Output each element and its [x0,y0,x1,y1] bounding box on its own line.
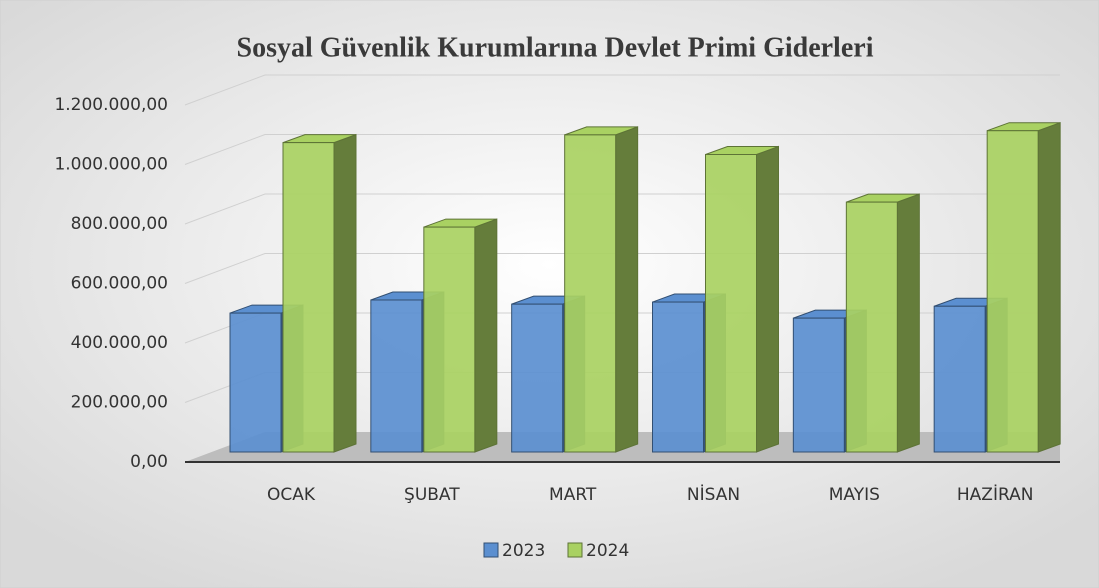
bar-face [705,154,757,453]
bar-face [474,218,498,453]
bar-face [423,226,476,453]
x-tick-label: MAYIS [829,485,880,505]
bar-face [511,303,564,453]
y-tick-label: 1.200.000,00 [54,95,168,115]
bar [986,121,1061,453]
x-tick-label: MART [549,485,597,505]
x-tick-label: OCAK [267,485,316,505]
x-tick-label: NİSAN [687,484,740,505]
bar-face [564,134,617,453]
legend-swatch [483,542,499,558]
bar-face [986,130,1039,453]
bar [423,218,498,453]
bar-face [1037,121,1061,453]
legend-label: 2024 [586,541,629,561]
y-tick-label: 600.000,00 [71,274,168,294]
y-tick-label: 800.000,00 [71,214,168,234]
bar [705,145,779,453]
x-tick-label: HAZİRAN [957,484,1034,505]
bar-face [615,126,639,453]
chart-title: Sosyal Güvenlik Kurumlarına Devlet Primi… [237,32,874,63]
legend-swatch [567,542,583,558]
bar [845,193,920,453]
y-tick-label: 400.000,00 [71,333,168,353]
y-tick-label: 200.000,00 [71,393,168,413]
bar-face [756,145,779,453]
bar-face [370,299,423,453]
bar [282,133,357,453]
y-tick-label: 0,00 [130,452,168,472]
bar-face [652,301,704,453]
grid-line [184,193,1060,225]
y-tick-label: 1.000.000,00 [54,155,168,175]
x-tick-label: ŞUBAT [404,485,460,505]
bar [564,126,639,453]
bar-face [845,201,898,453]
grid-line [184,253,1060,284]
bar-face [229,312,282,453]
bar-face [933,305,986,453]
bar-face [792,317,845,453]
bar-face [896,193,920,453]
bar-face [333,133,357,453]
grid-line [184,74,1060,106]
bar-face [282,142,335,453]
grid-line [184,134,1060,165]
legend-label: 2023 [502,541,545,561]
